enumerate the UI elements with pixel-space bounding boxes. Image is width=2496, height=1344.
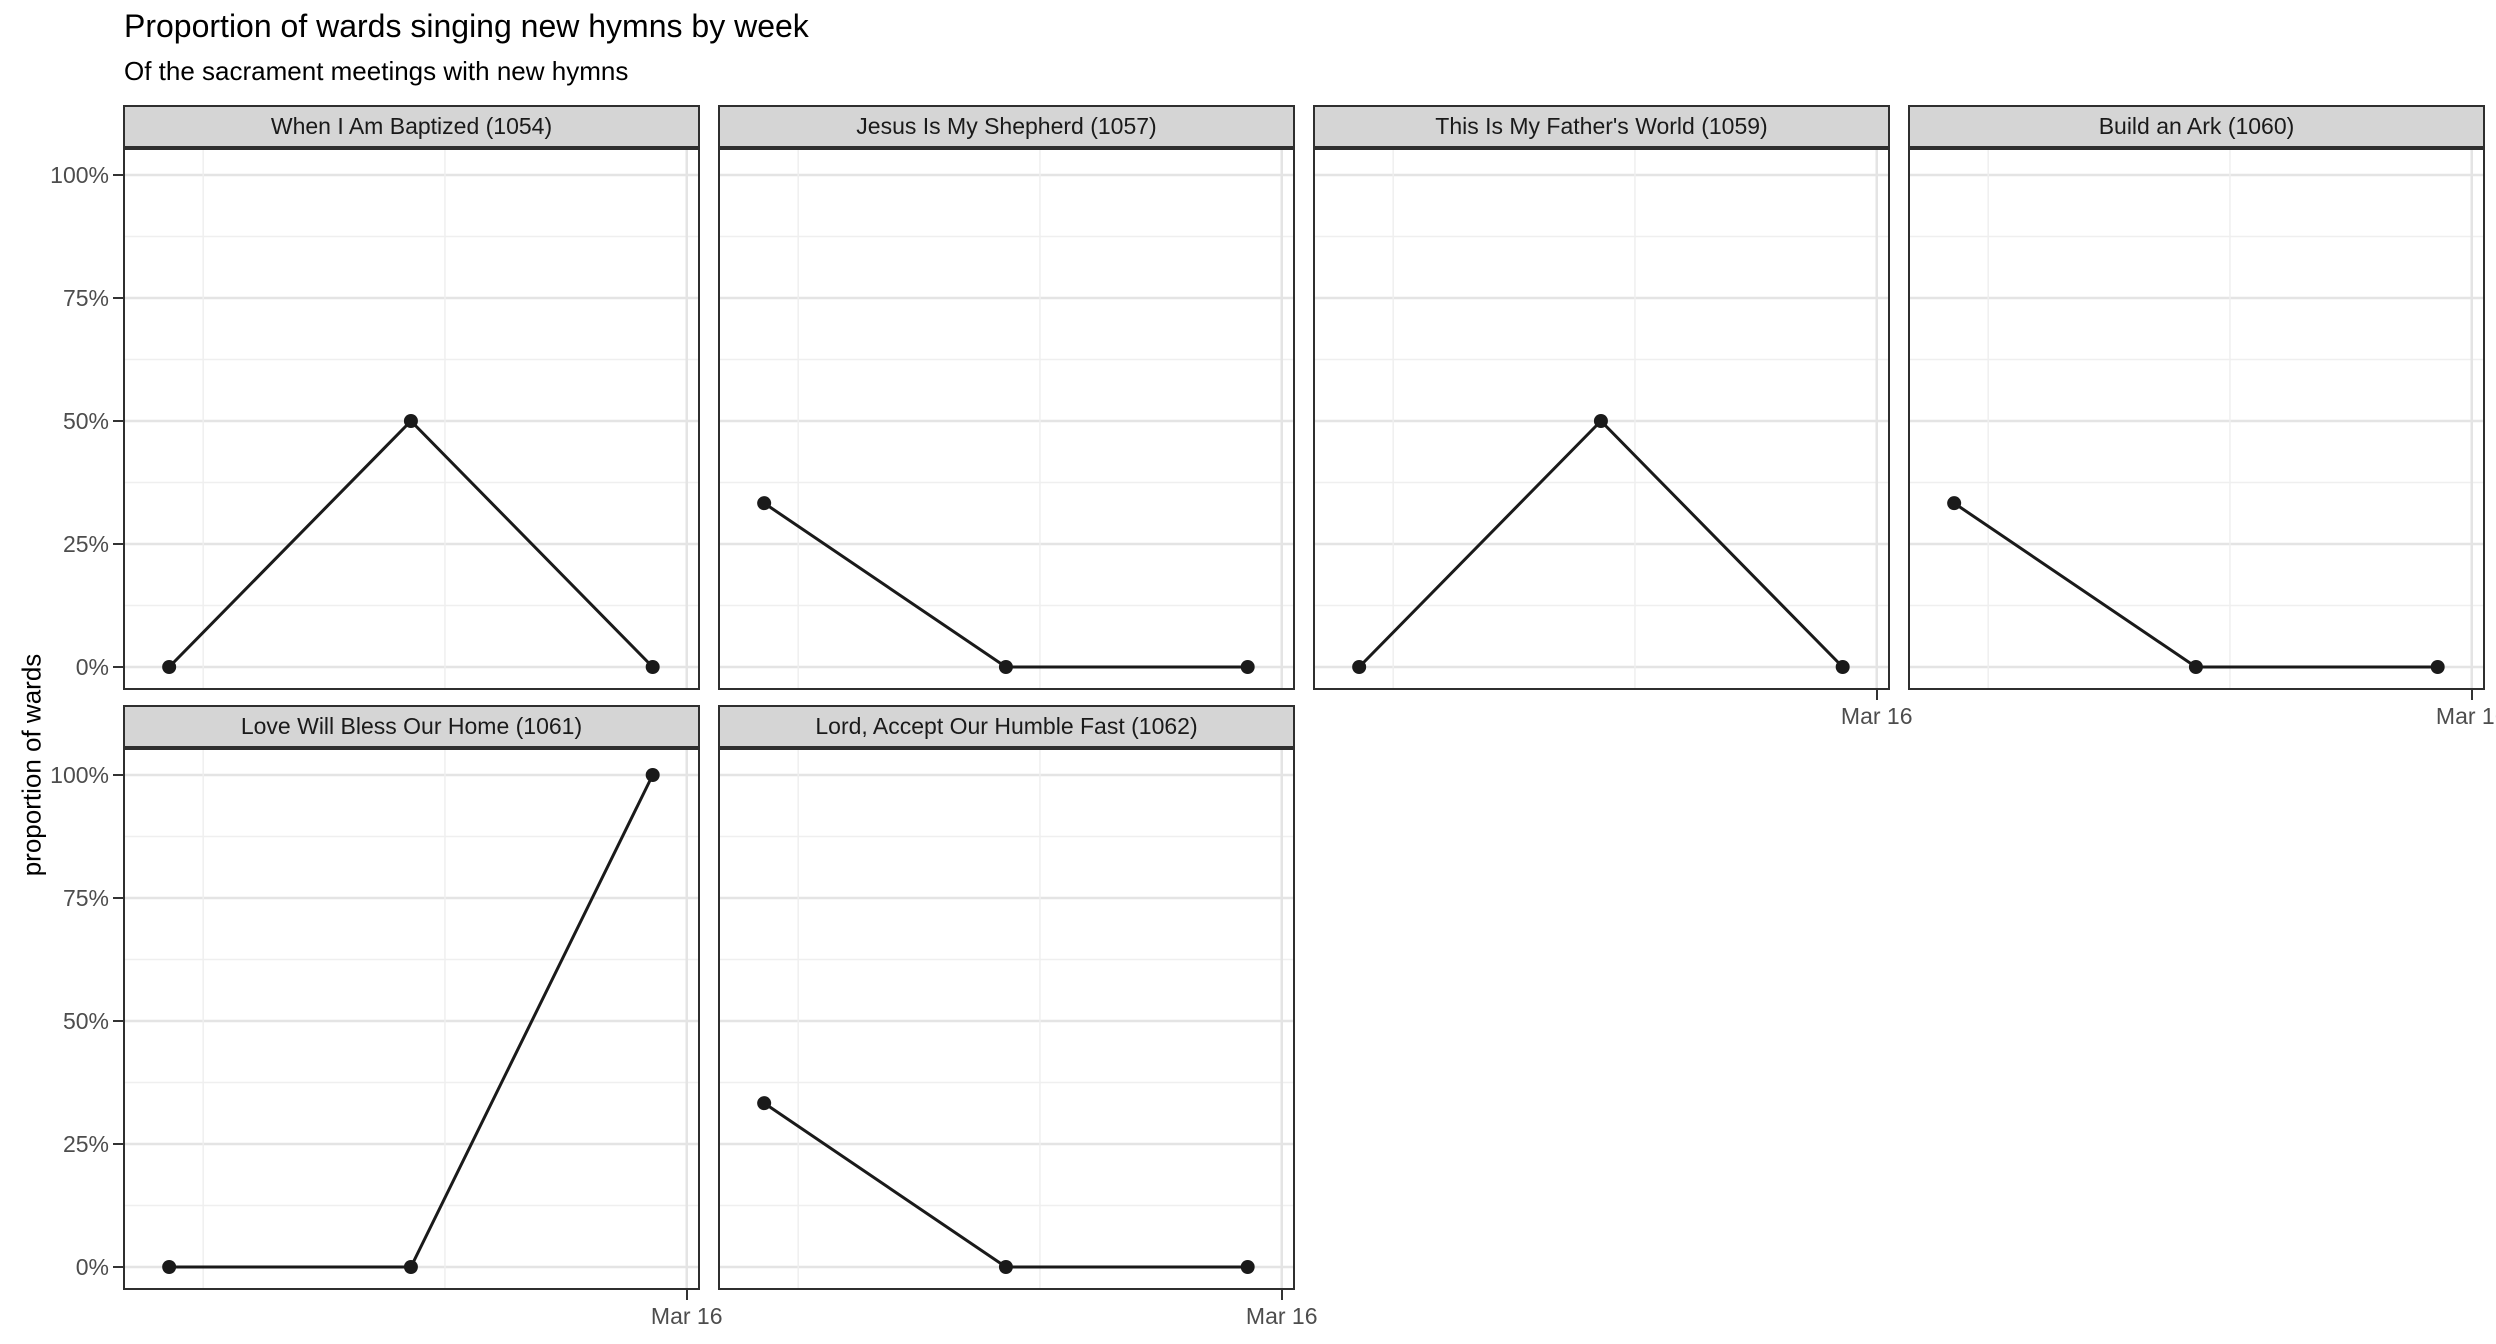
y-tick-mark xyxy=(113,897,123,899)
y-tick-label: 75% xyxy=(62,885,109,911)
data-point xyxy=(1240,1260,1255,1274)
y-tick-label: 0% xyxy=(75,1254,109,1280)
y-tick-mark xyxy=(113,666,123,668)
y-tick-label: 25% xyxy=(62,531,109,557)
facet-strip-label: Love Will Bless Our Home (1061) xyxy=(240,713,583,739)
y-tick-mark xyxy=(113,1020,123,1022)
data-point xyxy=(757,1096,772,1111)
y-tick-mark xyxy=(113,297,123,299)
panel-border xyxy=(1313,148,1890,690)
data-point xyxy=(403,414,418,428)
facet-strip: Build an Ark (1060) xyxy=(1908,105,2485,148)
data-line xyxy=(1953,501,2438,669)
facet-strip-label: When I Am Baptized (1054) xyxy=(270,113,553,139)
data-point xyxy=(645,660,660,674)
panel-border xyxy=(1908,148,2485,690)
y-tick-mark xyxy=(113,420,123,422)
facet-panel xyxy=(718,748,1295,1290)
data-point xyxy=(2430,660,2445,674)
panel-border xyxy=(123,748,700,1290)
facet-strip-label: This Is My Father's World (1059) xyxy=(1435,113,1768,139)
y-tick-mark xyxy=(113,1266,123,1268)
data-point xyxy=(1593,414,1608,428)
data-line xyxy=(763,501,1248,669)
facet-panel xyxy=(1908,148,2485,690)
x-tick-label: Mar 16 xyxy=(1840,703,1913,729)
facet-strip: When I Am Baptized (1054) xyxy=(123,105,700,148)
x-tick-mark xyxy=(1875,690,1878,700)
facet-panel xyxy=(1313,148,1890,690)
data-point xyxy=(1947,496,1962,511)
facet-panel xyxy=(123,748,700,1290)
facet-strip-label: Lord, Accept Our Humble Fast (1062) xyxy=(815,713,1198,739)
facet-strip: Love Will Bless Our Home (1061) xyxy=(123,705,700,748)
data-point xyxy=(1240,660,1255,674)
y-tick-mark xyxy=(113,543,123,545)
y-tick-label: 75% xyxy=(62,285,109,311)
facet-strip: This Is My Father's World (1059) xyxy=(1313,105,1890,148)
y-tick-label: 100% xyxy=(50,162,109,188)
facet-panel xyxy=(123,148,700,690)
data-point xyxy=(403,1260,418,1274)
x-tick-mark xyxy=(1280,1290,1283,1300)
data-point xyxy=(757,496,772,511)
y-tick-mark xyxy=(113,1143,123,1145)
data-point xyxy=(645,768,660,782)
facet-strip: Lord, Accept Our Humble Fast (1062) xyxy=(718,705,1295,748)
panel-border xyxy=(123,148,700,690)
data-point xyxy=(2188,660,2203,674)
x-tick-mark xyxy=(2470,690,2473,700)
data-point xyxy=(162,1260,177,1274)
y-tick-label: 50% xyxy=(62,1008,109,1034)
data-point xyxy=(162,660,177,674)
data-point xyxy=(998,660,1013,674)
facet-strip-label: Jesus Is My Shepherd (1057) xyxy=(856,113,1157,139)
y-tick-label: 100% xyxy=(50,762,109,788)
facet-panel xyxy=(718,148,1295,690)
panel-border xyxy=(718,148,1295,690)
data-point xyxy=(1835,660,1850,674)
data-point xyxy=(998,1260,1013,1274)
data-line xyxy=(763,1101,1248,1269)
y-tick-mark xyxy=(113,174,123,176)
chart-subtitle: Of the sacrament meetings with new hymns xyxy=(124,56,629,86)
x-tick-mark xyxy=(685,1290,688,1300)
y-tick-label: 50% xyxy=(62,408,109,434)
y-tick-label: 25% xyxy=(62,1131,109,1157)
x-tick-label: Mar 16 xyxy=(1245,1303,1318,1329)
chart-title: Proportion of wards singing new hymns by… xyxy=(124,8,809,44)
y-tick-mark xyxy=(113,774,123,776)
panel-border xyxy=(718,748,1295,1290)
x-tick-label: Mar 16 xyxy=(650,1303,723,1329)
facet-strip-label: Build an Ark (1060) xyxy=(2098,113,2295,139)
y-tick-label: 0% xyxy=(75,654,109,680)
x-tick-label: Mar 16 xyxy=(2435,703,2496,729)
data-point xyxy=(1352,660,1367,674)
facet-strip: Jesus Is My Shepherd (1057) xyxy=(718,105,1295,148)
